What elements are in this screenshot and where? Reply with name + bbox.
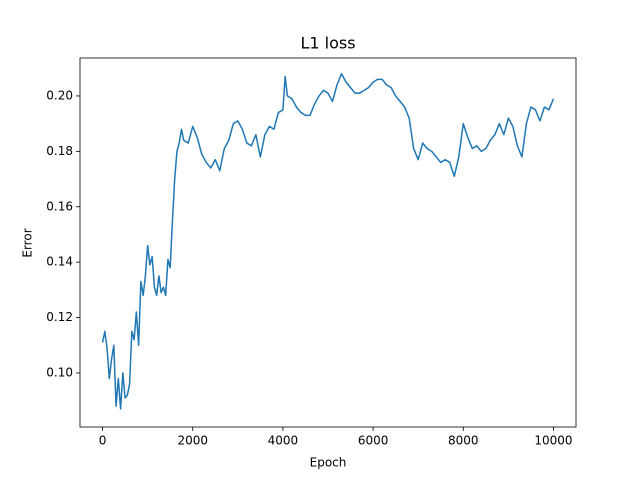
x-tick-label: 8000 — [448, 434, 479, 448]
y-tick-label: 0.20 — [46, 88, 73, 102]
x-tick-label: 6000 — [358, 434, 389, 448]
x-tick-label: 0 — [99, 434, 107, 448]
axes-frame — [79, 57, 577, 428]
y-tick-label: 0.18 — [46, 144, 73, 158]
x-tick-label: 4000 — [268, 434, 299, 448]
y-tick-label: 0.12 — [46, 310, 73, 324]
y-tick-label: 0.10 — [46, 365, 73, 379]
x-axis-label: Epoch — [310, 456, 347, 470]
x-tick-label: 2000 — [177, 434, 208, 448]
y-axis-label: Error — [21, 228, 35, 257]
x-tick-label: 10000 — [534, 434, 572, 448]
chart-title: L1 loss — [300, 34, 355, 53]
y-tick-label: 0.16 — [46, 199, 73, 213]
line-series — [101, 73, 555, 410]
y-tick-label: 0.14 — [46, 255, 73, 269]
